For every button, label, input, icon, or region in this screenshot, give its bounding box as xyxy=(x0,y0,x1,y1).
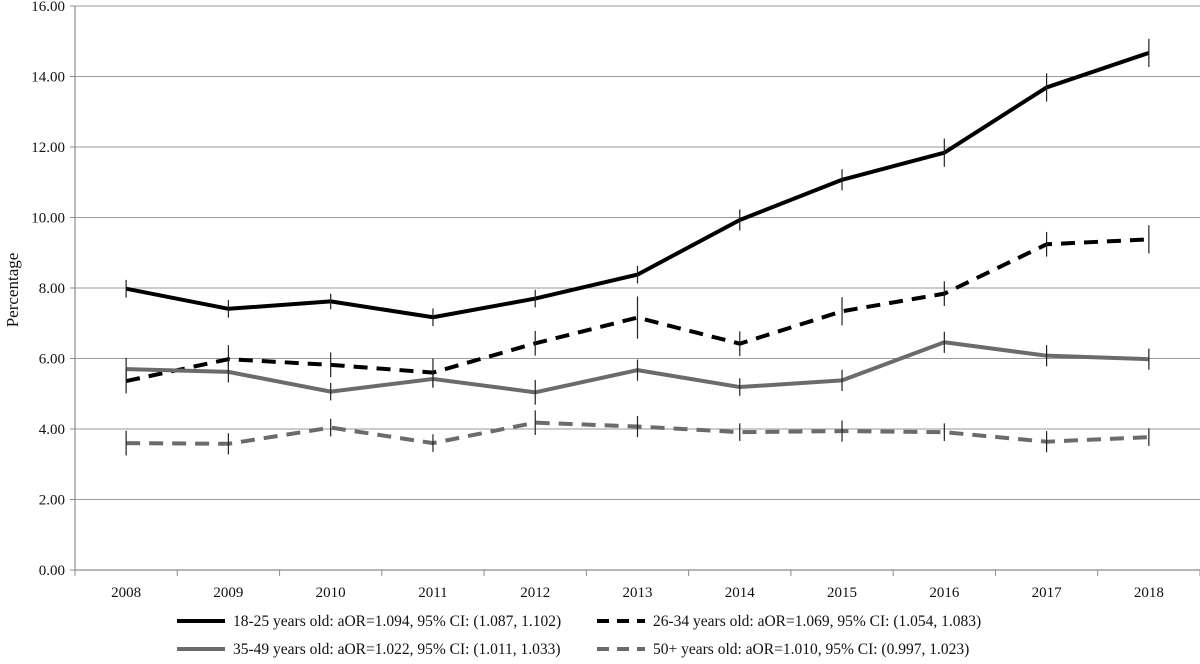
y-axis-title: Percentage xyxy=(3,253,22,328)
y-tick-label: 0.00 xyxy=(39,563,65,579)
legend-item: 18-25 years old: aOR=1.094, 95% CI: (1.0… xyxy=(177,613,561,630)
legend: 18-25 years old: aOR=1.094, 95% CI: (1.0… xyxy=(177,613,981,658)
x-tick-labels: 2008 2009 2010 2011 2012 2013 2014 2015 2016 2017… xyxy=(111,585,1164,601)
legend-item: 26-34 years old: aOR=1.069, 95% CI: (1.0… xyxy=(597,613,981,630)
y-tick-label: 12.00 xyxy=(31,140,65,156)
y-tick-label: 2.00 xyxy=(39,493,65,509)
x-tick-label: 2017 xyxy=(1032,585,1063,601)
series-line xyxy=(125,237,1149,384)
x-tick-label: 2009 xyxy=(213,585,243,601)
y-tick-label: 16.00 xyxy=(31,0,65,15)
y-tick-label: 6.00 xyxy=(39,352,65,368)
legend-item: 35-49 years old: aOR=1.022, 95% CI: (1.0… xyxy=(177,641,561,658)
y-tick-label: 4.00 xyxy=(39,422,65,438)
x-tick-label: 2016 xyxy=(929,585,960,601)
legend-label: 26-34 years old: aOR=1.069, 95% CI: (1.0… xyxy=(653,613,981,630)
y-tick-label: 8.00 xyxy=(39,281,65,297)
x-tick-label: 2014 xyxy=(725,585,756,601)
legend-item: 50+ years old: aOR=1.010, 95% CI: (0.997… xyxy=(597,641,969,658)
gridlines xyxy=(70,5,1200,576)
legend-label: 50+ years old: aOR=1.010, 95% CI: (0.997… xyxy=(653,641,969,658)
x-tick-label: 2011 xyxy=(418,585,447,601)
series-3 xyxy=(125,331,1150,405)
x-tick-label: 2015 xyxy=(827,585,857,601)
legend-label: 35-49 years old: aOR=1.022, 95% CI: (1.0… xyxy=(233,641,561,658)
series-4 xyxy=(125,410,1150,456)
x-tick-label: 2008 xyxy=(111,585,141,601)
x-tick-label: 2013 xyxy=(623,585,653,601)
y-tick-label: 10.00 xyxy=(31,211,65,227)
series-layer xyxy=(125,38,1150,456)
axes xyxy=(74,6,1200,571)
series-1 xyxy=(125,38,1150,327)
x-tick-label: 2012 xyxy=(520,585,550,601)
x-tick-label: 2010 xyxy=(316,585,346,601)
legend-label: 18-25 years old: aOR=1.094, 95% CI: (1.0… xyxy=(233,613,561,630)
y-tick-labels: 0.00 2.00 4.00 6.00 8.00 10.00 12.00 14.00 16.00 xyxy=(31,0,65,579)
x-tick-label: 2018 xyxy=(1134,585,1164,601)
y-tick-label: 14.00 xyxy=(31,70,65,86)
